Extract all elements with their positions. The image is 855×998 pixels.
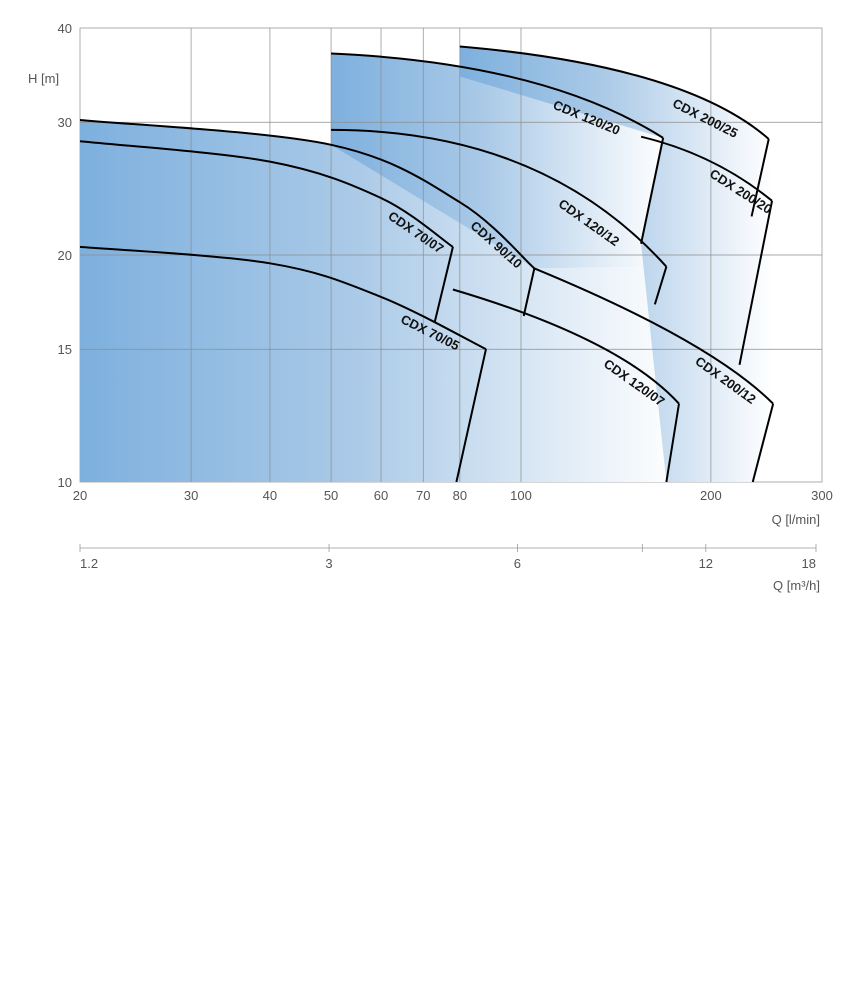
x2-tick-3: 3: [325, 556, 332, 571]
y-tick-30: 30: [58, 115, 72, 130]
curve-cdx-120-12: [331, 128, 668, 268]
curve-cdx-70-07: [80, 140, 454, 248]
curve-cdx-90-10: [80, 119, 536, 270]
x-tick-30: 30: [184, 488, 198, 503]
x-tick-20: 20: [73, 488, 87, 503]
x-tick-200: 200: [700, 488, 722, 503]
operating-area-high: [459, 46, 774, 482]
x-tick-300: 300: [811, 488, 833, 503]
curve-end-cdx-120-07: [665, 403, 680, 482]
x2-tick-1.2: 1.2: [80, 556, 98, 571]
curve-end-cdx-200-20: [738, 200, 774, 366]
curve-end-cdx-200-25: [750, 138, 770, 217]
curve-end-cdx-120-12: [653, 266, 668, 305]
x2-axis-title: Q [m³/h]: [773, 578, 820, 593]
curve-end-cdx-90-10: [522, 268, 536, 317]
y-axis-title: H [m]: [28, 71, 59, 86]
curve-cdx-70-05: [80, 245, 487, 351]
y-tick-10: 10: [58, 475, 72, 490]
y-tick-15: 15: [58, 342, 72, 357]
x-tick-100: 100: [510, 488, 532, 503]
curve-end-cdx-120-20: [640, 137, 665, 244]
x-axis-title: Q [l/min]: [772, 512, 820, 527]
x2-tick-18: 18: [802, 556, 816, 571]
curve-end-cdx-70-05: [455, 348, 487, 482]
x-tick-50: 50: [324, 488, 338, 503]
curve-cdx-200-12: [534, 267, 774, 405]
operating-area-low: [80, 120, 679, 482]
curve-cdx-200-20: [640, 135, 773, 202]
curve-end-cdx-200-12: [751, 403, 775, 482]
x-tick-40: 40: [263, 488, 277, 503]
x-tick-60: 60: [374, 488, 388, 503]
y-tick-40: 40: [58, 21, 72, 36]
curve-cdx-200-25: [459, 45, 770, 140]
x-tick-70: 70: [416, 488, 430, 503]
curve-end-cdx-70-07: [433, 246, 454, 323]
curve-cdx-120-07: [452, 288, 680, 405]
x-tick-80: 80: [453, 488, 467, 503]
y-tick-20: 20: [58, 248, 72, 263]
pump-performance-chart: CDX 70/05 CDX 70/07 CDX 90/10 CDX 120/20 CDX…: [28, 21, 833, 593]
x2-tick-6: 6: [514, 556, 521, 571]
x2-tick-12: 12: [699, 556, 713, 571]
curve-cdx-120-20: [331, 52, 664, 139]
